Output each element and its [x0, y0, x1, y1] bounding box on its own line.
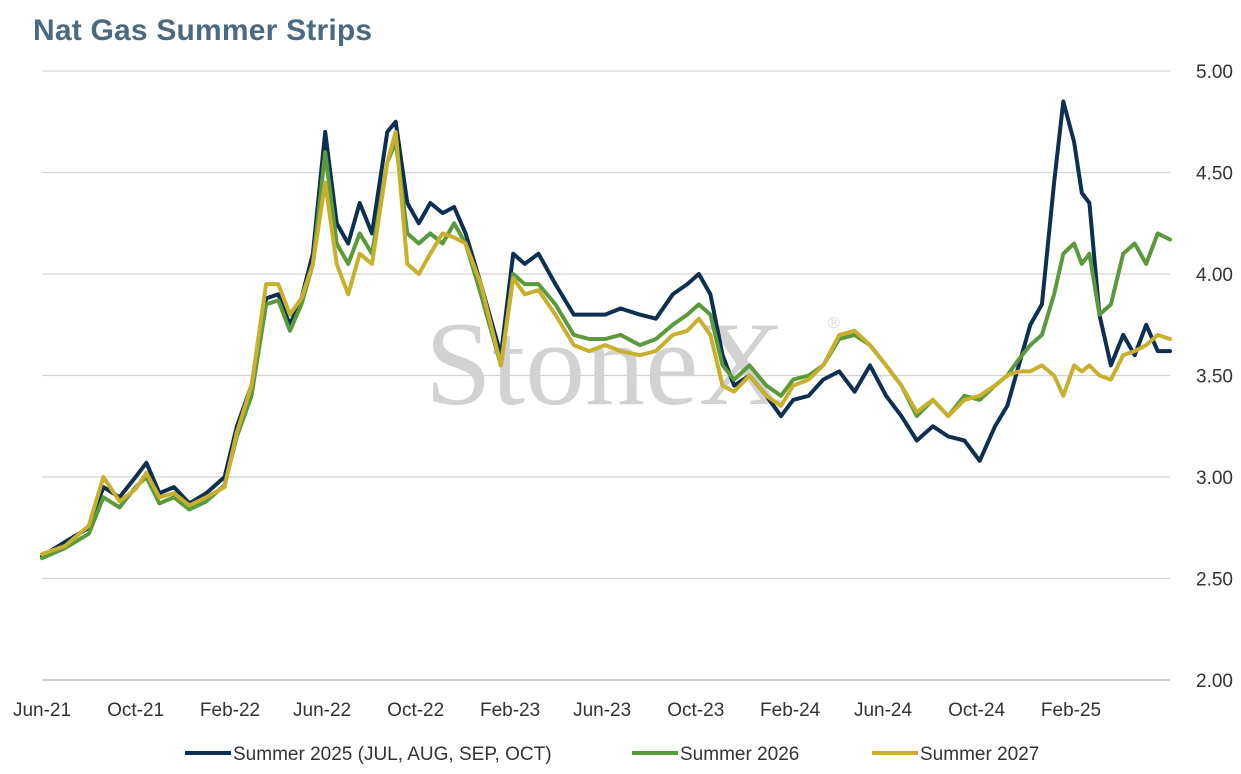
chart-title: Nat Gas Summer Strips	[33, 14, 373, 47]
x-tick-label: Jun-22	[293, 700, 351, 721]
x-tick-label: Oct-23	[667, 700, 724, 721]
legend: Summer 2025 (JUL, AUG, SEP, OCT) Summer 2…	[185, 744, 1039, 765]
x-tick-label: Feb-25	[1041, 700, 1101, 721]
y-tick-label: 2.50	[1196, 570, 1233, 591]
x-tick-label: Jun-24	[854, 700, 913, 721]
series-line-2	[40, 140, 1172, 561]
x-tick-label: Oct-22	[387, 700, 444, 721]
watermark-text: StoneX	[425, 297, 785, 430]
x-tick-label: Feb-22	[200, 700, 260, 721]
series-lines	[40, 99, 1172, 561]
x-tick-label: Feb-24	[760, 700, 821, 721]
x-tick-label: Jun-23	[573, 700, 631, 721]
watermark-registered-mark: ®	[828, 315, 840, 332]
x-tick-label: Oct-24	[948, 700, 1005, 721]
legend-label: Summer 2025 (JUL, AUG, SEP, OCT)	[233, 744, 552, 765]
y-tick-label: 2.00	[1196, 671, 1233, 692]
x-tick-label: Jun-21	[13, 700, 71, 721]
y-tick-label: 4.00	[1196, 265, 1233, 286]
legend-label: Summer 2026	[680, 744, 799, 765]
y-tick-label: 3.00	[1196, 468, 1233, 489]
gridlines	[42, 70, 1170, 681]
x-tick-label: Oct-21	[107, 700, 164, 721]
y-axis: 2.00 2.50 3.00 3.50 4.00 4.50 5.00	[1196, 62, 1233, 692]
series-line-3	[40, 129, 1172, 557]
y-tick-label: 3.50	[1196, 367, 1233, 388]
y-tick-label: 5.00	[1196, 62, 1233, 83]
x-axis: Jun-21 Oct-21 Feb-22 Jun-22 Oct-22 Feb-23 Jun-…	[13, 700, 1101, 721]
legend-label: Summer 2027	[920, 744, 1039, 765]
x-tick-label: Feb-23	[480, 700, 540, 721]
y-tick-label: 4.50	[1196, 164, 1233, 185]
